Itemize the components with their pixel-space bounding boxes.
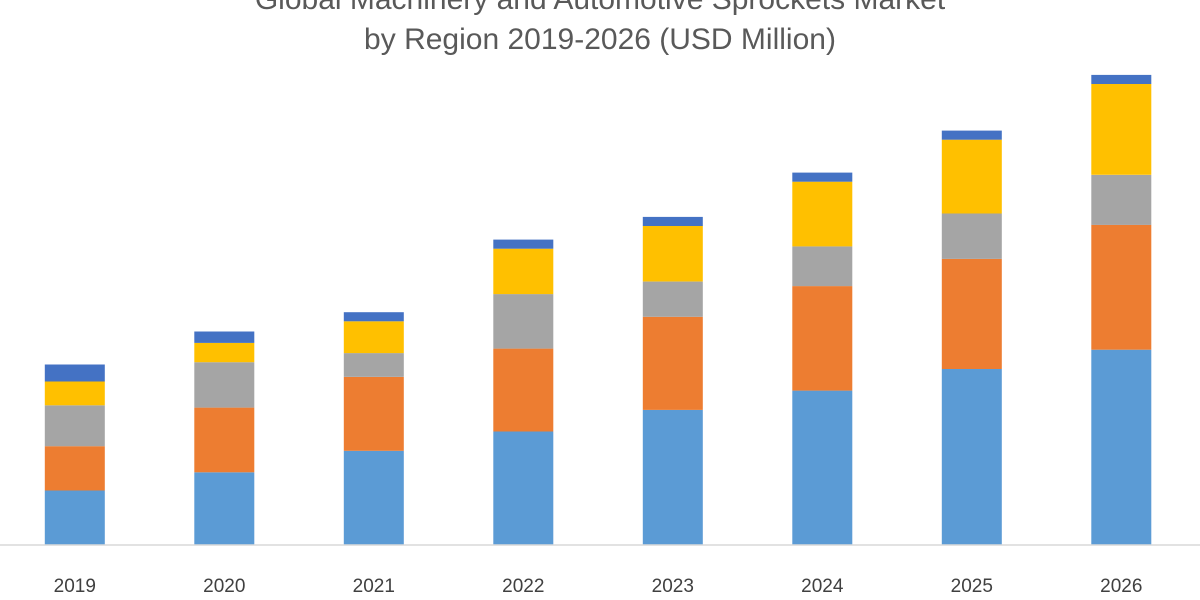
bar-2020-series-1 <box>194 472 255 545</box>
bar-2023-series-5 <box>642 216 703 226</box>
bar-2023-series-1 <box>642 409 703 545</box>
bar-2020-series-3 <box>194 362 255 408</box>
bar-2022-series-2 <box>493 348 554 432</box>
bars-group <box>44 74 1152 545</box>
bar-2024-series-4 <box>792 181 853 247</box>
x-tick-label-2023: 2023 <box>652 576 694 597</box>
bar-2024-series-2 <box>792 286 853 391</box>
x-tick-label-2025: 2025 <box>951 576 993 597</box>
x-tick-label-2024: 2024 <box>801 576 844 597</box>
x-tick-label-2020: 2020 <box>203 576 245 597</box>
bar-2026-series-4 <box>1091 84 1152 175</box>
bar-2023-series-4 <box>642 225 703 282</box>
x-tick-label-2021: 2021 <box>353 576 395 597</box>
bar-2026-series-2 <box>1091 224 1152 350</box>
bar-2026-series-5 <box>1091 74 1152 84</box>
bar-2023-series-2 <box>642 316 703 410</box>
bar-2023-series-3 <box>642 281 703 317</box>
bar-2019-series-2 <box>44 446 105 491</box>
bar-2025-series-3 <box>941 213 1002 259</box>
x-tick-label-2019: 2019 <box>54 576 96 597</box>
bar-2019-series-1 <box>44 490 105 545</box>
bar-2025-series-2 <box>941 258 1002 369</box>
bar-2019-series-3 <box>44 405 105 447</box>
bar-2024-series-1 <box>792 390 853 545</box>
chart-title: Global Machinery and Automotive Sprocket… <box>0 0 1200 60</box>
bar-2026-series-1 <box>1091 349 1152 545</box>
bar-2022-series-4 <box>493 248 554 295</box>
chart-title-line-1: Global Machinery and Automotive Sprocket… <box>0 0 1200 20</box>
bar-2020-series-4 <box>194 342 255 363</box>
bar-2019-series-5 <box>44 364 105 382</box>
x-tick-label-2022: 2022 <box>502 576 544 597</box>
bar-2024-series-3 <box>792 246 853 287</box>
bar-2025-series-5 <box>941 130 1002 140</box>
bar-2026-series-3 <box>1091 174 1152 225</box>
bar-2019-series-4 <box>44 381 105 406</box>
bar-2020-series-5 <box>194 331 255 343</box>
x-tick-labels: 2019 2020 2021 2022 2023 2024 2025 2026 <box>54 576 1143 597</box>
bar-2021-series-1 <box>343 450 404 545</box>
bar-2021-series-5 <box>343 312 404 322</box>
bar-2021-series-3 <box>343 353 404 377</box>
bar-2022-series-3 <box>493 294 554 349</box>
bar-2021-series-2 <box>343 377 404 451</box>
chart-title-line-2: by Region 2019-2026 (USD Million) <box>364 23 836 56</box>
bar-2022-series-5 <box>493 239 554 249</box>
bar-2020-series-2 <box>194 407 255 473</box>
bar-2021-series-4 <box>343 321 404 354</box>
bar-2025-series-1 <box>941 369 1002 545</box>
x-tick-label-2026: 2026 <box>1100 576 1142 597</box>
bar-2025-series-4 <box>941 139 1002 214</box>
bar-2022-series-1 <box>493 431 554 545</box>
bar-2024-series-5 <box>792 172 853 182</box>
